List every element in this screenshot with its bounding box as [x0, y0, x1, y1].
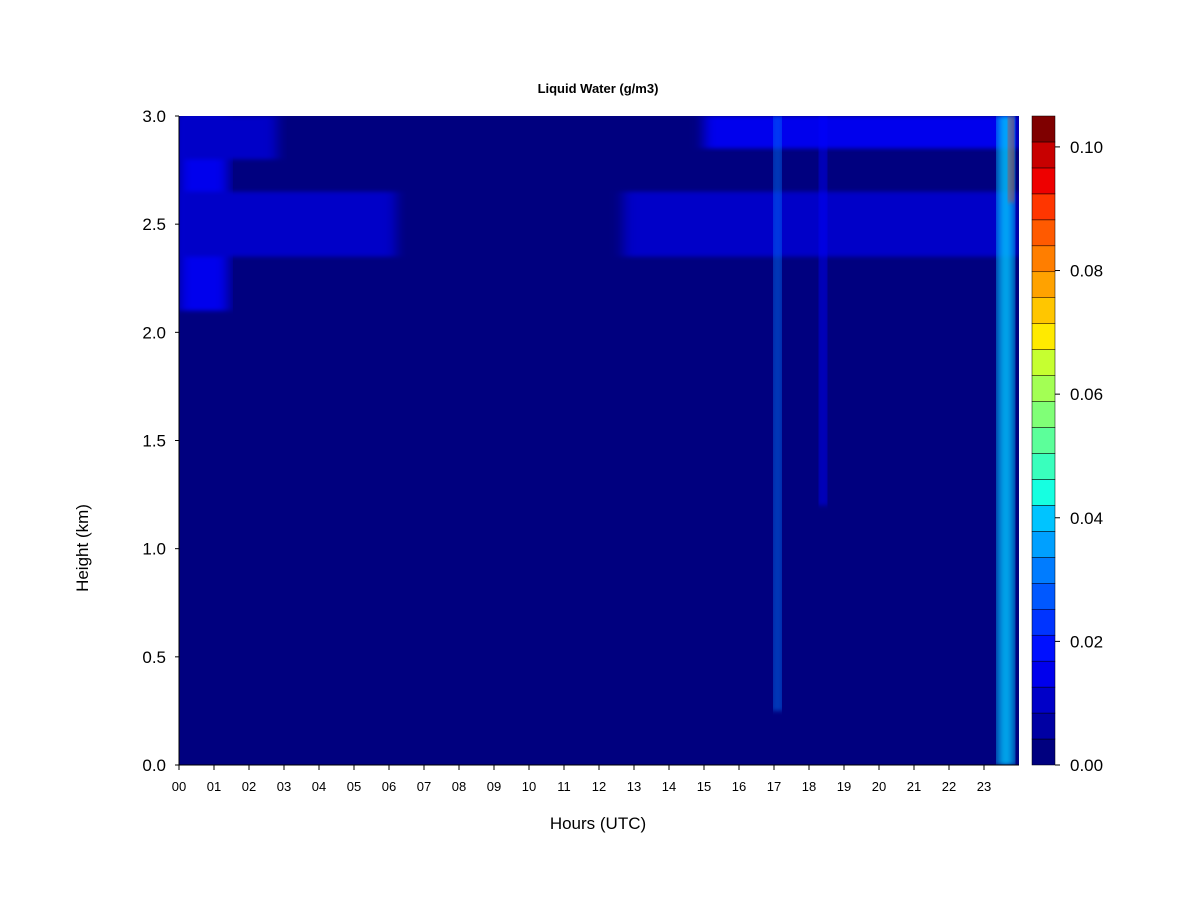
y-tick-label: 2.0 — [142, 323, 166, 342]
x-tick-label: 04 — [312, 779, 326, 794]
x-tick-label: 03 — [277, 779, 291, 794]
y-tick-label: 1.0 — [142, 540, 166, 559]
x-axis: 00 01 02 03 04 05 06 07 08 09 10 11 12 13 14 15 16 17 18 19… — [172, 764, 1019, 794]
x-tick-label: 19 — [837, 779, 851, 794]
x-tick-label: 08 — [452, 779, 466, 794]
colorbar-swatch — [1031, 453, 1056, 480]
heatmap-feature-1 — [179, 191, 396, 257]
colorbar-swatch — [1031, 349, 1056, 376]
heatmap-feature-6 — [819, 116, 827, 506]
y-tick-label: 3.0 — [142, 107, 166, 126]
heatmap-feature-5 — [774, 116, 781, 711]
x-tick-label: 11 — [557, 779, 571, 794]
colorbar-swatch — [1031, 557, 1056, 584]
x-tick-label: 20 — [872, 779, 886, 794]
colorbar-swatch — [1031, 738, 1056, 766]
heatmap-feature-8 — [1008, 116, 1014, 203]
colorbar-tick-label: 0.04 — [1070, 509, 1103, 528]
x-tick-label: 14 — [662, 779, 676, 794]
colorbar-swatch — [1031, 375, 1056, 402]
y-tick-label: 2.5 — [142, 215, 166, 234]
x-tick-label: 13 — [627, 779, 641, 794]
colorbar-tick-label: 0.10 — [1070, 138, 1103, 157]
chart-title: Liquid Water (g/m3) — [538, 81, 659, 96]
y-tick-label: 1.5 — [142, 432, 166, 451]
x-tick-label: 06 — [382, 779, 396, 794]
colorbar-tick-label: 0.08 — [1070, 262, 1103, 281]
x-tick-label: 21 — [907, 779, 921, 794]
x-tick-label: 00 — [172, 779, 186, 794]
colorbar-swatch — [1031, 427, 1056, 454]
colorbar-tick-label: 0.02 — [1070, 632, 1103, 651]
colorbar-swatch — [1031, 323, 1056, 350]
colorbar-tick-label: 0.00 — [1070, 756, 1103, 775]
y-tick-label: 0.0 — [142, 756, 166, 775]
colorbar-swatch — [1031, 219, 1056, 247]
x-axis-label: Hours (UTC) — [550, 814, 646, 833]
colorbar-swatch — [1031, 167, 1056, 195]
x-tick-label: 18 — [802, 779, 816, 794]
heatmap-feature-4 — [704, 116, 1019, 149]
colorbar-swatch — [1031, 479, 1056, 506]
x-tick-label: 17 — [767, 779, 781, 794]
heatmap-plot-area — [179, 116, 1019, 765]
x-tick-label: 05 — [347, 779, 361, 794]
x-tick-label: 10 — [522, 779, 536, 794]
y-axis: 0.0 0.5 1.0 1.5 2.0 2.5 3.0 — [142, 107, 180, 775]
y-axis-label: Height (km) — [73, 504, 92, 592]
colorbar-swatch — [1031, 401, 1056, 428]
colorbar-swatch — [1031, 531, 1056, 558]
colorbar: 0.00 0.02 0.04 0.06 0.08 0.10 — [1031, 115, 1103, 775]
x-tick-label: 01 — [207, 779, 221, 794]
x-tick-label: 09 — [487, 779, 501, 794]
x-tick-label: 22 — [942, 779, 956, 794]
colorbar-swatch — [1031, 115, 1056, 143]
heatmap-feature-2 — [179, 116, 277, 160]
heatmap-feature-7 — [998, 116, 1014, 765]
x-tick-label: 16 — [732, 779, 746, 794]
x-tick-label: 12 — [592, 779, 606, 794]
colorbar-swatch — [1031, 271, 1056, 298]
x-tick-label: 02 — [242, 779, 256, 794]
colorbar-swatch — [1031, 141, 1056, 169]
colorbar-swatch — [1031, 583, 1056, 610]
colorbar-swatch — [1031, 660, 1056, 688]
colorbar-swatch — [1031, 712, 1056, 740]
colorbar-swatch — [1031, 245, 1056, 273]
colorbar-swatch — [1031, 634, 1056, 662]
colorbar-tick-label: 0.06 — [1070, 385, 1103, 404]
colorbar-swatch — [1031, 193, 1056, 221]
y-tick-label: 0.5 — [142, 648, 166, 667]
colorbar-swatch — [1031, 608, 1056, 636]
x-tick-label: 07 — [417, 779, 431, 794]
colorbar-swatch — [1031, 686, 1056, 714]
x-tick-label: 23 — [977, 779, 991, 794]
colorbar-swatch — [1031, 505, 1056, 532]
x-tick-label: 15 — [697, 779, 711, 794]
colorbar-swatch — [1031, 297, 1056, 324]
